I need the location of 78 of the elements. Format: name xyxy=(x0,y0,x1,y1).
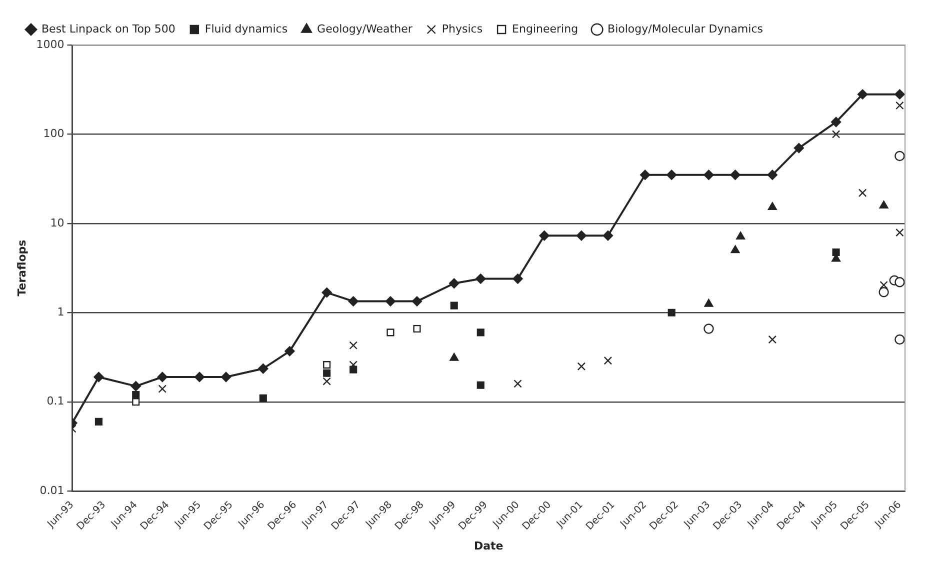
point xyxy=(539,230,550,241)
point xyxy=(476,274,486,284)
point xyxy=(349,360,358,369)
point xyxy=(602,230,614,241)
point xyxy=(94,418,102,426)
legend-label: Biology/Molecular Dynamics xyxy=(608,22,764,36)
point xyxy=(879,200,888,209)
point xyxy=(514,380,522,388)
point xyxy=(284,346,295,356)
point xyxy=(704,298,714,307)
point xyxy=(512,274,523,284)
point xyxy=(704,170,714,180)
x-axis-title: Date xyxy=(474,539,504,552)
point xyxy=(132,398,140,406)
point xyxy=(322,377,331,386)
point xyxy=(896,228,904,237)
point xyxy=(896,101,904,110)
point xyxy=(220,372,232,382)
point xyxy=(323,369,331,377)
point xyxy=(157,372,168,382)
point xyxy=(476,328,484,336)
point xyxy=(668,308,676,316)
y-tick-label: 0.01 xyxy=(40,484,64,497)
point xyxy=(880,280,888,290)
point xyxy=(894,89,905,100)
point xyxy=(794,142,804,154)
point xyxy=(450,302,458,310)
point xyxy=(386,328,394,336)
point xyxy=(577,362,586,370)
point xyxy=(640,170,650,180)
y-tick-label: 10 xyxy=(50,216,64,230)
point xyxy=(666,170,677,180)
y-axis-title: Teraflops xyxy=(15,239,28,296)
point xyxy=(767,170,778,180)
point xyxy=(449,278,460,288)
point xyxy=(736,232,746,240)
point xyxy=(858,188,867,198)
point xyxy=(194,372,205,382)
point xyxy=(576,230,587,241)
point xyxy=(413,324,421,333)
point xyxy=(704,324,714,334)
point xyxy=(894,150,905,162)
point xyxy=(768,335,777,344)
point xyxy=(894,277,905,288)
point xyxy=(259,394,267,402)
point xyxy=(132,391,140,399)
legend-label: Geology/Weather xyxy=(317,22,413,36)
point xyxy=(130,381,141,392)
point xyxy=(348,296,358,306)
point xyxy=(158,384,167,393)
legend-label: Best Linpack on Top 500 xyxy=(42,22,176,36)
point xyxy=(323,361,331,369)
point xyxy=(322,287,332,298)
point xyxy=(385,296,396,306)
point xyxy=(830,116,842,128)
point xyxy=(857,89,868,100)
point xyxy=(604,356,612,365)
y-tick-label: 1000 xyxy=(36,38,64,51)
point xyxy=(832,130,840,138)
point xyxy=(476,381,484,389)
y-tick-label: 1 xyxy=(57,306,64,319)
point xyxy=(768,202,777,210)
point xyxy=(450,352,459,361)
point xyxy=(730,170,740,180)
point xyxy=(350,366,358,374)
point xyxy=(832,248,840,256)
legend-label: Engineering xyxy=(512,22,578,36)
y-tick-label: 100 xyxy=(43,127,64,140)
point xyxy=(878,286,889,298)
legend-label: Physics xyxy=(442,22,483,36)
y-tick-label: 0.1 xyxy=(46,394,64,408)
point xyxy=(412,296,422,306)
point xyxy=(94,372,104,382)
point xyxy=(730,245,740,254)
point xyxy=(349,341,358,350)
point xyxy=(894,334,905,345)
point xyxy=(258,363,268,374)
legend-label: Fluid dynamics xyxy=(204,22,288,36)
